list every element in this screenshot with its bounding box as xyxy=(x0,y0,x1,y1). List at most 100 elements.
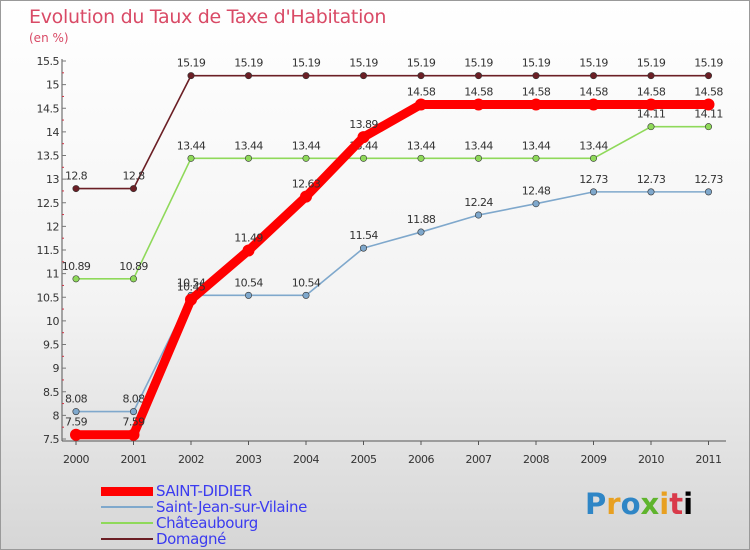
x-tick-label: 2006 xyxy=(408,453,434,466)
data-label-saint-jean-sur-vilaine: 12.24 xyxy=(464,196,493,209)
data-label-chateaubourg: 13.44 xyxy=(579,139,608,152)
data-point-domagne xyxy=(532,72,540,80)
data-point-saint-jean-sur-vilaine xyxy=(72,408,80,416)
data-point-saint-didier xyxy=(530,98,542,111)
series-line-domagne xyxy=(75,74,710,190)
y-tick-label: 15 xyxy=(46,79,59,92)
y-tick-label: 9.5 xyxy=(43,339,59,352)
chart-subtitle: (en %) xyxy=(29,31,69,45)
data-point-chateaubourg xyxy=(647,123,655,131)
data-label-saint-didier: 7.59 xyxy=(122,416,145,429)
data-point-domagne xyxy=(245,72,253,80)
x-tick-label: 2003 xyxy=(236,453,262,466)
data-point-domagne xyxy=(302,72,310,80)
x-tick-label: 2004 xyxy=(293,453,319,466)
x-tick-label: 2005 xyxy=(351,453,377,466)
data-point-saint-didier xyxy=(357,131,370,144)
data-label-saint-didier: 7.59 xyxy=(65,416,88,429)
data-point-domagne xyxy=(187,72,195,80)
y-tick-label: 12 xyxy=(46,220,59,233)
y-tick-label: 7.5 xyxy=(43,433,59,446)
data-label-chateaubourg: 10.89 xyxy=(119,260,148,273)
y-tick-label: 11.5 xyxy=(37,244,60,257)
data-label-domagne: 15.19 xyxy=(292,57,321,70)
data-point-chateaubourg xyxy=(532,154,540,162)
data-point-saint-jean-sur-vilaine xyxy=(130,408,138,416)
data-label-saint-jean-sur-vilaine: 12.73 xyxy=(694,173,723,186)
data-label-saint-jean-sur-vilaine: 12.48 xyxy=(522,185,551,198)
data-label-chateaubourg: 13.44 xyxy=(464,139,493,152)
y-tick-label: 12.5 xyxy=(37,197,60,210)
data-label-domagne: 15.19 xyxy=(407,57,436,70)
data-label-saint-jean-sur-vilaine: 10.54 xyxy=(234,276,263,289)
data-point-chateaubourg xyxy=(302,154,310,162)
series-line-saint-jean-sur-vilaine xyxy=(75,191,710,413)
series-line-saint-didier xyxy=(71,99,713,440)
data-label-saint-jean-sur-vilaine: 8.08 xyxy=(65,393,88,406)
x-tick-label: 2001 xyxy=(121,453,147,466)
data-label-saint-didier: 14.58 xyxy=(637,85,666,98)
data-point-saint-didier xyxy=(127,428,140,441)
y-tick-label: 14 xyxy=(46,126,59,139)
data-label-domagne: 15.19 xyxy=(177,57,206,70)
x-tick-label: 2002 xyxy=(178,453,204,466)
data-point-saint-jean-sur-vilaine xyxy=(302,291,310,299)
data-point-saint-jean-sur-vilaine xyxy=(359,244,367,252)
series-line-chateaubourg xyxy=(75,125,710,280)
y-tick-label: 9 xyxy=(53,362,60,375)
legend-swatch xyxy=(101,487,153,496)
data-label-saint-jean-sur-vilaine: 12.73 xyxy=(579,173,608,186)
proxiti-logo: Proxiti xyxy=(585,487,694,521)
data-point-chateaubourg xyxy=(589,154,597,162)
legend-swatch xyxy=(101,506,153,508)
data-label-saint-jean-sur-vilaine: 10.54 xyxy=(177,276,206,289)
data-point-saint-didier xyxy=(300,190,312,203)
data-point-saint-jean-sur-vilaine xyxy=(417,228,425,236)
data-label-domagne: 12.8 xyxy=(65,170,88,183)
data-label-saint-didier: 14.58 xyxy=(522,85,551,98)
data-label-chateaubourg: 13.44 xyxy=(522,139,551,152)
data-label-chateaubourg: 13.44 xyxy=(292,139,321,152)
data-label-saint-didier: 12.63 xyxy=(292,178,321,191)
y-tick-label: 13 xyxy=(46,173,59,186)
data-label-saint-jean-sur-vilaine: 8.08 xyxy=(122,393,145,406)
y-tick-label: 10.5 xyxy=(37,291,60,304)
x-tick-label: 2000 xyxy=(63,453,89,466)
x-tick-label: 2011 xyxy=(696,453,722,466)
x-tick-label: 2010 xyxy=(638,453,664,466)
data-label-domagne: 15.19 xyxy=(522,57,551,70)
y-tick-label: 15.5 xyxy=(37,55,60,68)
data-point-chateaubourg xyxy=(130,275,138,283)
data-label-saint-didier: 10.45 xyxy=(177,281,206,294)
data-point-saint-didier xyxy=(185,293,197,306)
chart-title: Evolution du Taux de Taxe d'Habitation xyxy=(29,6,387,28)
data-label-chateaubourg: 13.44 xyxy=(177,139,206,152)
data-label-chateaubourg: 13.44 xyxy=(234,139,263,152)
legend-swatch xyxy=(101,522,153,524)
data-label-saint-jean-sur-vilaine: 11.54 xyxy=(349,229,378,242)
data-point-chateaubourg xyxy=(704,123,712,131)
data-point-saint-jean-sur-vilaine xyxy=(704,188,712,196)
data-point-domagne xyxy=(647,72,655,80)
data-label-saint-didier: 14.58 xyxy=(407,85,436,98)
data-label-saint-jean-sur-vilaine: 11.88 xyxy=(407,213,436,226)
data-point-chateaubourg xyxy=(245,154,253,162)
data-label-saint-didier: 13.89 xyxy=(349,118,378,131)
legend-label: Saint-Jean-sur-Vilaine xyxy=(156,498,307,516)
legend-swatch xyxy=(101,538,153,540)
data-label-saint-jean-sur-vilaine: 12.73 xyxy=(637,173,666,186)
y-tick-label: 10 xyxy=(46,315,59,328)
data-point-saint-didier xyxy=(587,98,600,111)
x-tick-label: 2009 xyxy=(581,453,607,466)
data-label-chateaubourg: 14.11 xyxy=(694,108,723,121)
data-label-domagne: 15.19 xyxy=(637,57,666,70)
data-point-domagne xyxy=(359,72,367,80)
y-tick-label: 11 xyxy=(46,268,59,281)
data-label-chateaubourg: 13.44 xyxy=(407,139,436,152)
data-label-saint-didier: 14.58 xyxy=(694,85,723,98)
data-point-domagne xyxy=(72,185,80,193)
y-tick-label: 8.5 xyxy=(43,386,59,399)
legend-label: SAINT-DIDIER xyxy=(156,482,252,500)
